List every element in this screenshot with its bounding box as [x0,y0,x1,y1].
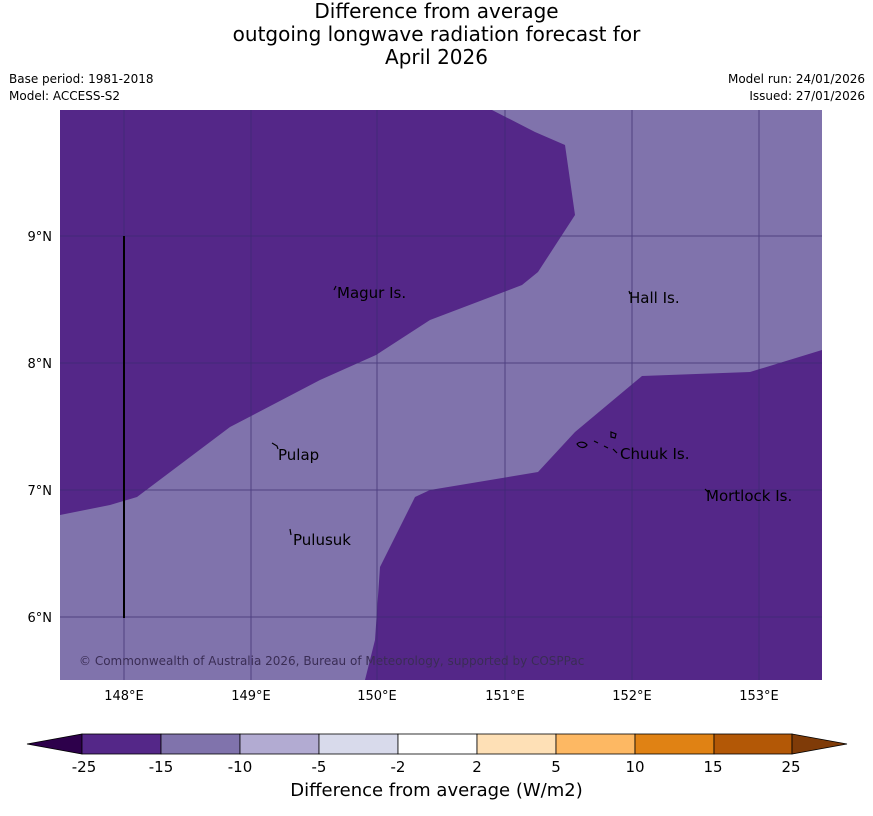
copyright-text: © Commonwealth of Australia 2026, Bureau… [79,654,584,668]
magur-island-marker [333,285,337,291]
place-label-hall: Hall Is. [629,289,680,307]
place-label-magur: Magur Is. [337,284,406,302]
colorbar-segment-9 [713,733,793,755]
lon-tick-152e: 152°E [612,689,652,704]
colorbar-tick-10: 25 [781,758,800,776]
title-line-1: Difference from average [314,0,559,23]
colorbar-segment-5 [397,733,478,755]
lat-tick-9n: 9°N [28,230,53,245]
mortlock-island-marker [704,488,709,493]
colorbar-tick-4: -5 [312,758,327,776]
colorbar-tick-9: 15 [703,758,722,776]
lat-tick-6n: 6°N [28,611,53,626]
colorbar-segment-2 [160,733,241,755]
colorbar-extend-low [26,733,83,755]
island-markers [271,285,709,536]
colorbar-ticks: -25 -15 -10 -5 -2 2 5 10 15 25 [72,758,801,776]
colorbar-tick-2: -15 [149,758,174,776]
colorbar-tick-8: 10 [625,758,644,776]
colorbar-extend-high [791,733,848,755]
lat-tick-8n: 8°N [28,357,53,372]
pulusuk-island-marker [289,528,292,536]
place-label-chuuk: Chuuk Is. [620,445,689,463]
place-label-pulusuk: Pulusuk [293,531,351,549]
meta-right: Model run: 24/01/2026 Issued: 27/01/2026 [728,71,865,105]
issued-text: Issued: 27/01/2026 [749,89,865,103]
place-label-pulap: Pulap [278,446,319,464]
lon-tick-149e: 149°E [231,689,271,704]
chart-title: Difference from average outgoing longwav… [0,0,873,69]
colorbar-segment-3 [239,733,320,755]
title-line-3: April 2026 [385,45,488,69]
colorbar-tick-1: -25 [72,758,97,776]
hall-island-marker [628,290,631,295]
colorbar-tick-6: 2 [472,758,482,776]
lon-tick-150e: 150°E [357,689,397,704]
model-text: Model: ACCESS-S2 [9,89,121,103]
colorbar-segment-8 [634,733,715,755]
lon-tick-148e: 148°E [104,689,144,704]
place-label-mortlock: Mortlock Is. [706,487,792,505]
colorbar [26,733,848,755]
colorbar-segment-1 [81,733,162,755]
meta-left: Base period: 1981-2018 Model: ACCESS-S2 [9,71,154,105]
colorbar-tick-5: -2 [391,758,406,776]
pulap-island-marker [271,442,279,450]
colorbar-label: Difference from average (W/m2) [290,780,583,801]
lon-tick-153e: 153°E [739,689,779,704]
lon-tick-151e: 151°E [485,689,525,704]
colorbar-segment-6 [476,733,557,755]
lat-tick-7n: 7°N [28,484,53,499]
colorbar-segment-7 [555,733,636,755]
colorbar-segment-4 [318,733,399,755]
title-line-2: outgoing longwave radiation forecast for [232,22,641,46]
model-run-text: Model run: 24/01/2026 [727,72,865,86]
chuuk-island-marker [576,431,618,454]
colorbar-tick-3: -10 [228,758,253,776]
colorbar-tick-7: 5 [551,758,561,776]
base-period-text: Base period: 1981-2018 [9,72,154,86]
